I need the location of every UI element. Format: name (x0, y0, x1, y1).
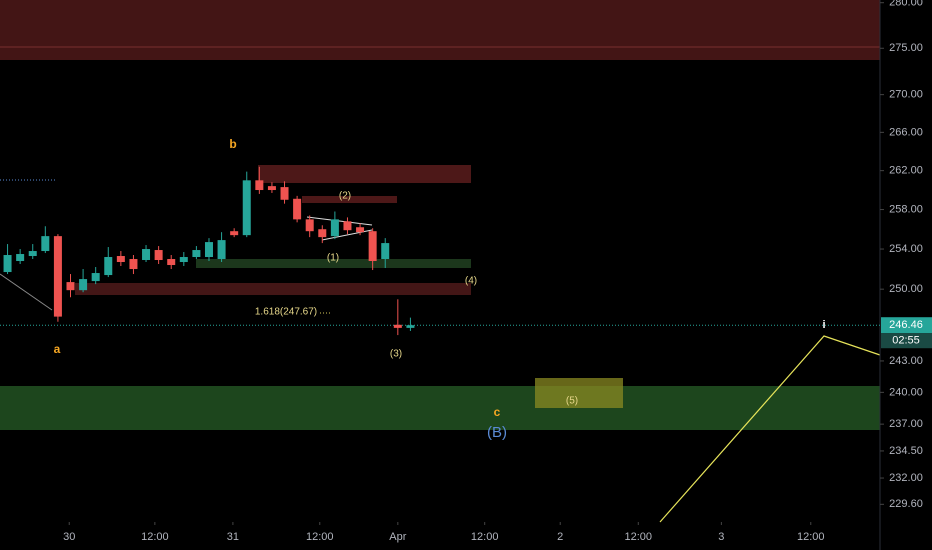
candle-body (41, 236, 50, 252)
price-label-box (881, 317, 932, 334)
target-zone (535, 378, 623, 408)
green-zone (196, 259, 471, 268)
candle-body (230, 231, 239, 236)
candle-body (179, 257, 188, 263)
projection-line (659, 335, 881, 523)
wave-line (0, 273, 53, 311)
candle-body (381, 243, 390, 260)
candle-body (167, 259, 176, 266)
x-tick-label: 12:00 (306, 531, 334, 543)
y-tick-label: 240.00 (889, 386, 923, 398)
annotation: (B) (487, 424, 507, 441)
candle-body (356, 227, 365, 233)
price-label: 246.46 (889, 319, 923, 331)
zones (0, 0, 881, 523)
annotation: i (822, 319, 825, 331)
candle-body (330, 219, 339, 237)
candle-body (204, 242, 213, 258)
annotation: c (494, 405, 501, 419)
candle-body (79, 279, 88, 291)
candle-body (192, 250, 201, 258)
y-tick-label: 270.00 (889, 89, 923, 101)
x-tick-label: Apr (389, 531, 406, 543)
red-zone (75, 283, 471, 295)
y-tick-label: 250.00 (889, 283, 923, 295)
x-tick-label: 3 (718, 531, 724, 543)
annotation: (1) (327, 253, 339, 264)
red-zone (258, 165, 471, 183)
candle-body (217, 240, 226, 260)
candle-body (393, 324, 402, 328)
annotation: (2) (339, 191, 351, 202)
y-tick-label: 266.00 (889, 126, 923, 138)
annotation: b (229, 137, 236, 151)
candle-body (368, 231, 377, 262)
annotation: a (54, 342, 61, 356)
candle-body (16, 254, 25, 262)
x-tick-label: 31 (227, 531, 239, 543)
y-tick-label: 237.00 (889, 418, 923, 430)
annotation: 1.618(247.67) (255, 307, 317, 318)
x-tick-label: 12:00 (797, 531, 825, 543)
candle-body (104, 257, 113, 276)
annotation: (5) (566, 396, 578, 407)
candle-body (28, 251, 37, 257)
candle-body (318, 229, 327, 238)
candle-body (91, 273, 100, 282)
candle-body (267, 186, 276, 191)
candle-body (406, 325, 415, 328)
candle-body (280, 187, 289, 200)
triangle-line (306, 216, 373, 226)
y-tick-label: 280.00 (889, 0, 923, 9)
y-tick-label: 243.00 (889, 355, 923, 367)
annotation: (3) (390, 349, 402, 360)
y-tick-label: 254.00 (889, 243, 923, 255)
candle-body (242, 180, 251, 236)
candle-body (116, 256, 125, 263)
y-tick-label: 232.00 (889, 472, 923, 484)
x-tick-label: 2 (557, 531, 563, 543)
candle-body (66, 282, 75, 291)
candle-body (3, 255, 12, 273)
candle-body (154, 250, 163, 261)
x-tick-label: 30 (63, 531, 75, 543)
x-tick-label: 12:00 (625, 531, 653, 543)
candle-body (129, 259, 138, 270)
x-tick-label: 12:00 (471, 531, 499, 543)
candle-body (255, 180, 264, 191)
countdown-box (881, 333, 932, 349)
red-zone (302, 196, 397, 203)
y-tick-label: 234.50 (889, 445, 923, 457)
support-zone (0, 386, 880, 430)
candle-body (53, 236, 62, 317)
resistance-zone (0, 0, 880, 60)
y-tick-label: 229.60 (889, 498, 923, 510)
annotation: (4) (465, 276, 477, 287)
candle-body (305, 219, 314, 232)
candle-body (343, 221, 352, 231)
candle-body (142, 249, 151, 261)
countdown: 02:55 (892, 335, 920, 347)
candle-body (293, 198, 302, 220)
y-tick-label: 275.00 (889, 42, 923, 54)
y-tick-label: 258.00 (889, 203, 923, 215)
x-tick-label: 12:00 (141, 531, 169, 543)
y-tick-label: 262.00 (889, 165, 923, 177)
